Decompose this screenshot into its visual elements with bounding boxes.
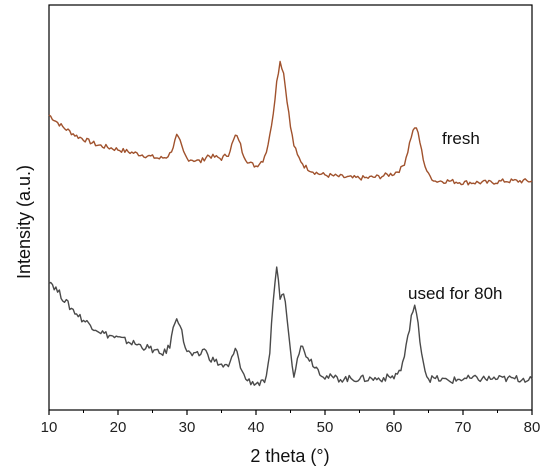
x-tick-label: 20 [110,419,127,436]
x-tick-label: 50 [317,419,334,436]
x-tick-label: 80 [524,419,541,436]
series-line-1 [48,266,533,387]
series-layer [48,60,533,387]
x-ticks: 10 20 30 40 50 60 70 80 [41,410,541,436]
x-tick-label: 70 [455,419,472,436]
x-tick-label: 40 [248,419,265,436]
x-tick-label: 60 [386,419,403,436]
y-axis-title: Intensity (a.u.) [14,165,34,279]
series-label-used: used for 80h [408,284,503,303]
x-axis-title: 2 theta (°) [250,446,329,466]
series-label-fresh: fresh [442,129,480,148]
x-tick-label: 30 [179,419,196,436]
series-line-0 [48,60,533,186]
x-tick-label: 10 [41,419,58,436]
